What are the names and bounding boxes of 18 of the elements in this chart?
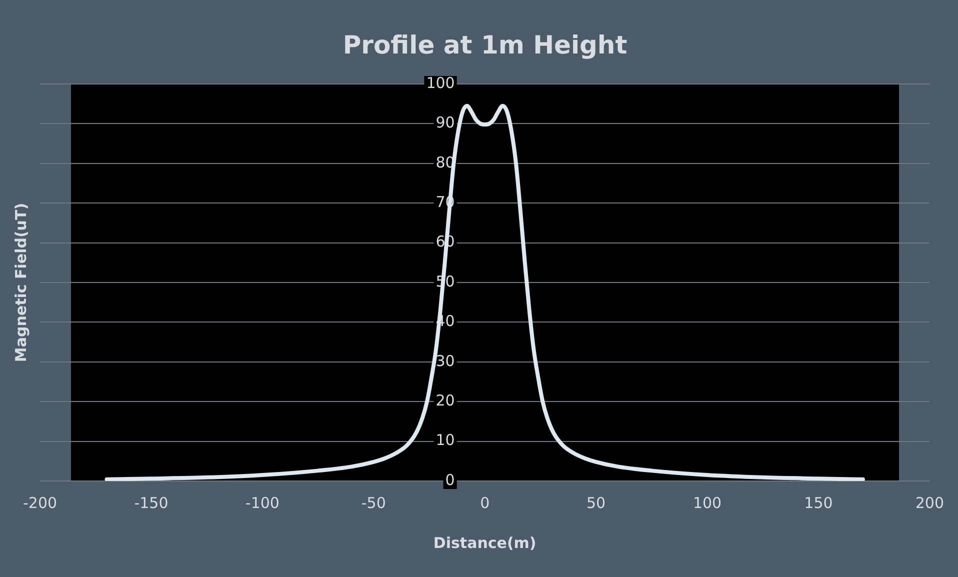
x-tick-label: -150 xyxy=(134,494,168,512)
x-axis-title: Distance(m) xyxy=(433,534,536,552)
x-tick-label: -100 xyxy=(245,494,280,512)
x-tick-label: -200 xyxy=(22,494,58,512)
x-tick-label: 100 xyxy=(692,494,722,512)
y-tick-label: 0 xyxy=(445,470,455,489)
x-tick-label: -50 xyxy=(361,494,386,512)
x-tick-label: 50 xyxy=(586,494,606,512)
x-tick-label: 150 xyxy=(804,494,833,512)
y-tick-label: 10 xyxy=(436,431,455,450)
y-tick-label: 100 xyxy=(426,74,455,92)
y-tick-label: 30 xyxy=(436,352,455,370)
y-tick-label: 90 xyxy=(436,114,455,132)
x-tick-label: 200 xyxy=(915,494,944,512)
chart-title: Profile at 1m Height xyxy=(342,30,628,60)
y-tick-label: 20 xyxy=(436,391,455,410)
x-tick-label: 0 xyxy=(480,494,490,512)
y-axis-title: Magnetic Field(uT) xyxy=(12,202,30,362)
